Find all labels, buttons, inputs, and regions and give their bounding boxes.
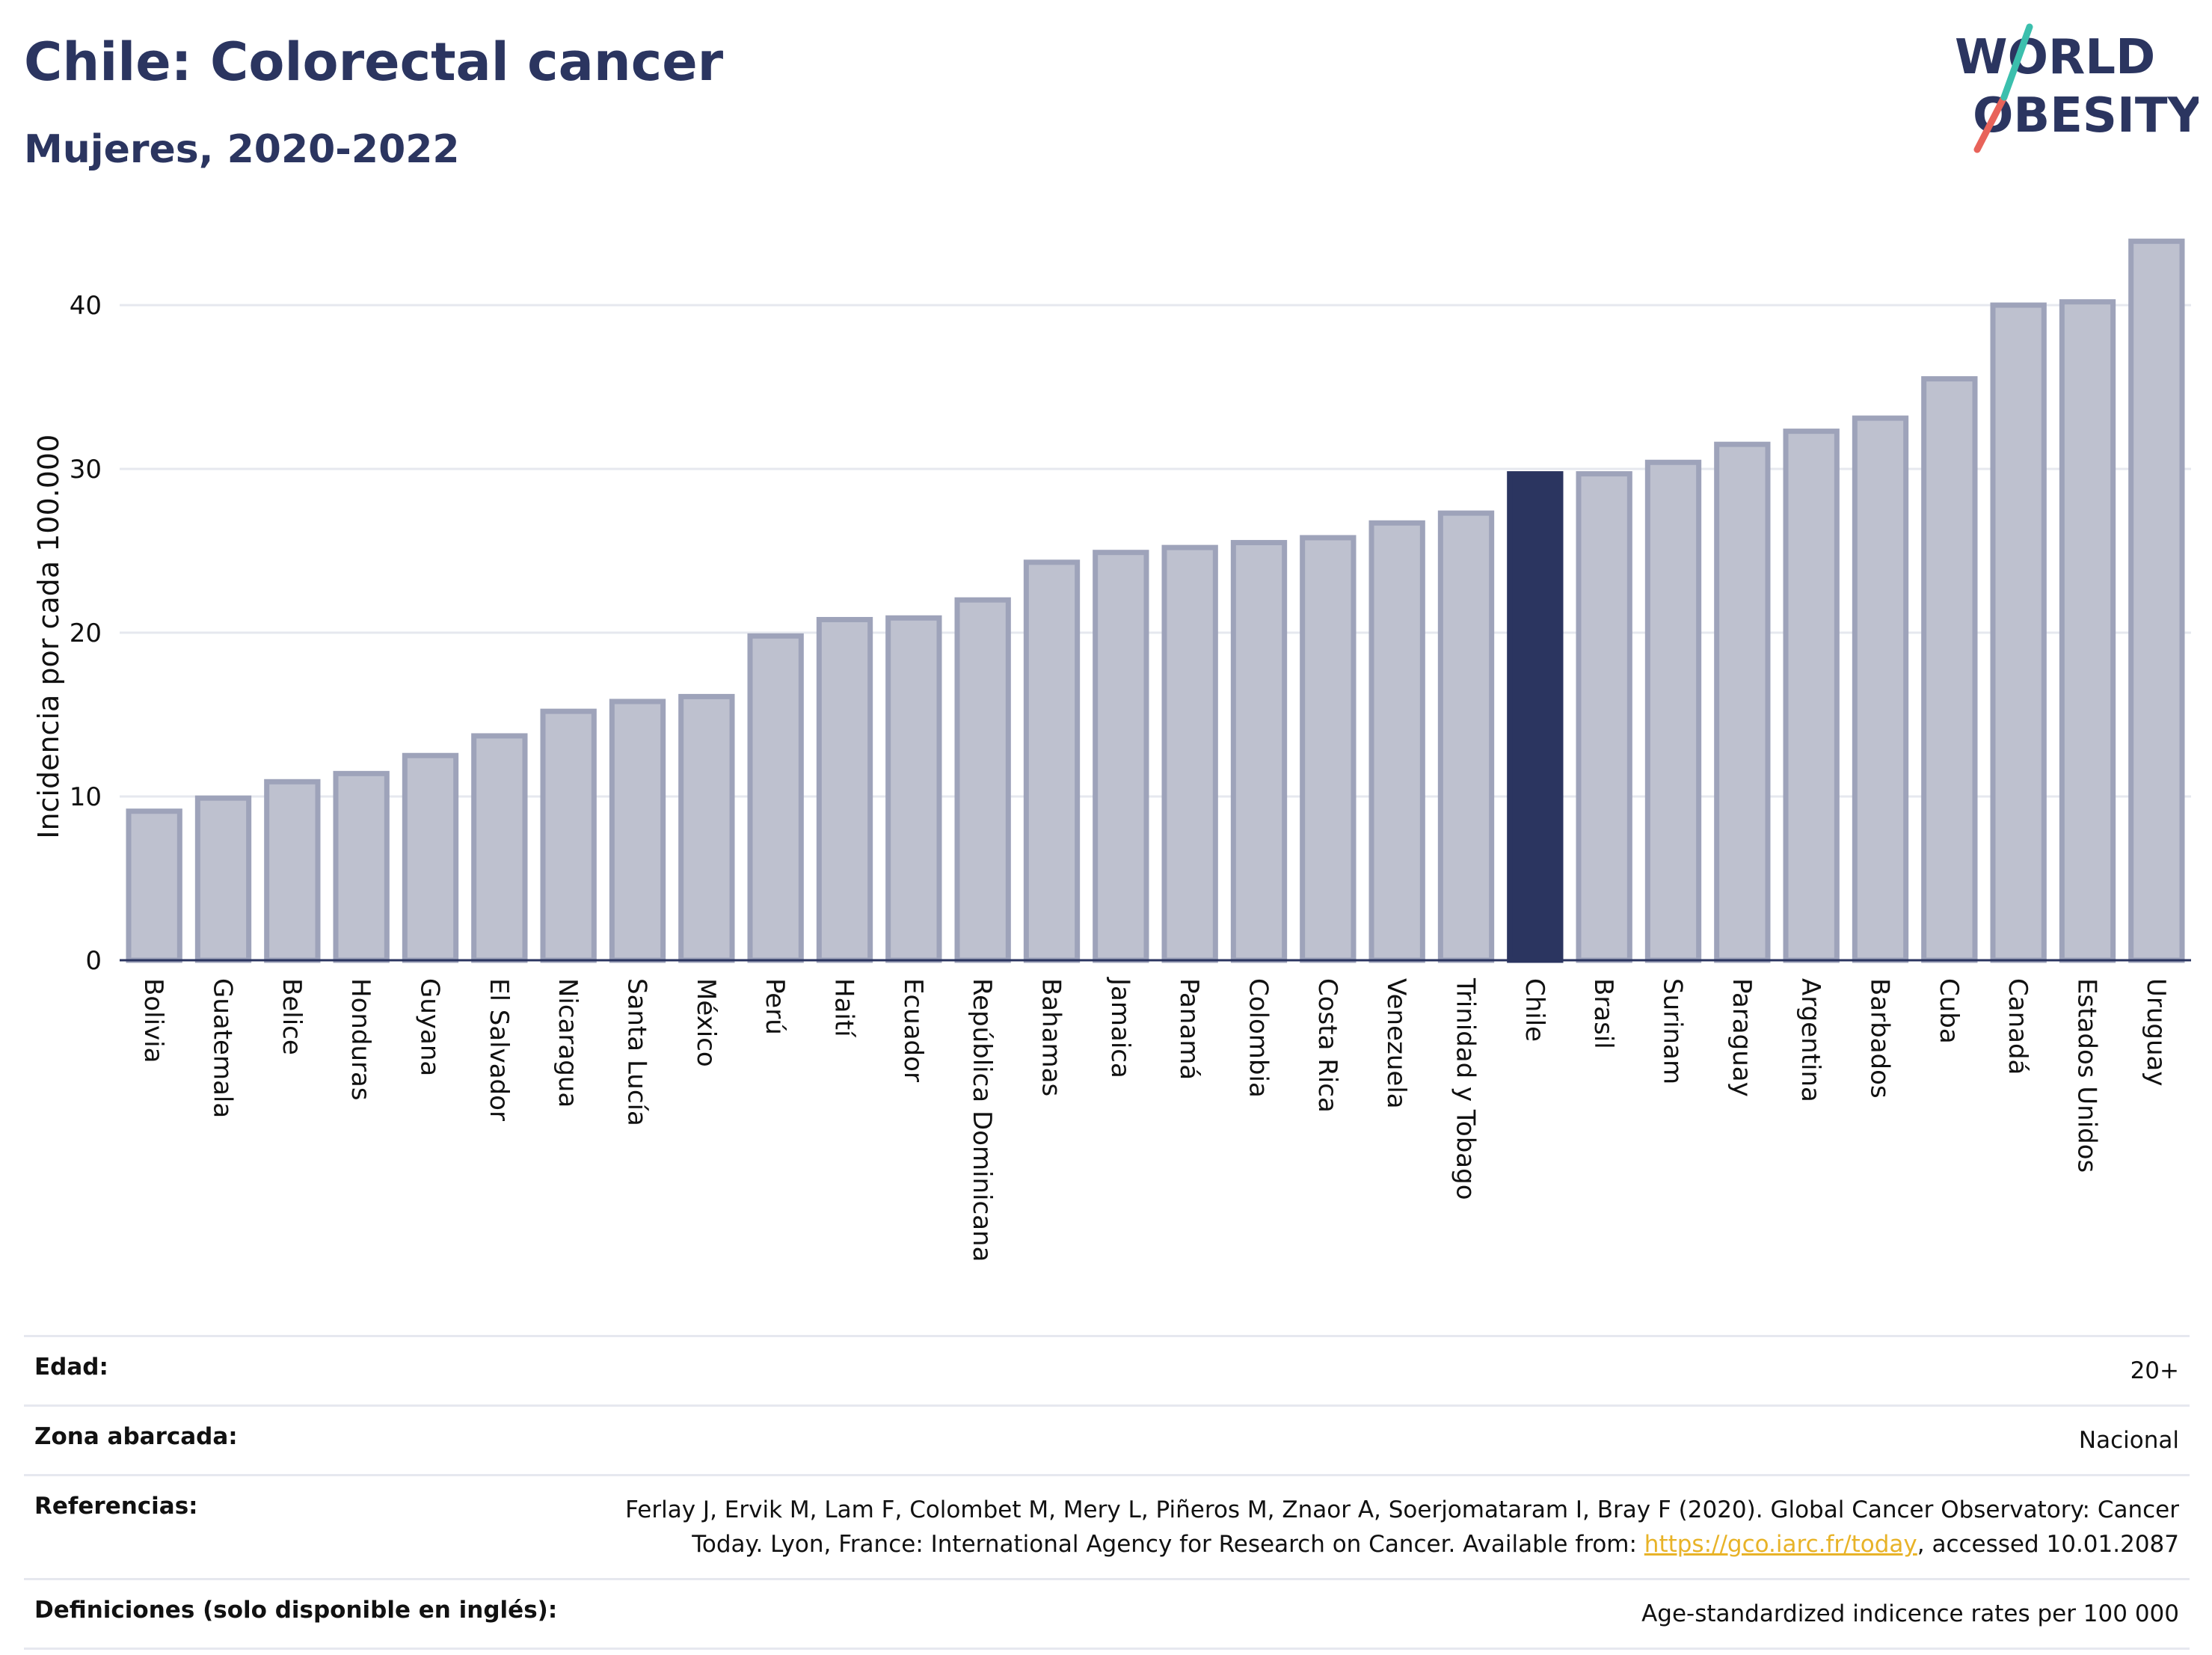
- x-category-label: Nicaragua: [553, 978, 583, 1108]
- x-category-label: Uruguay: [2141, 978, 2171, 1087]
- info-row-referencias: Referencias: Ferlay J, Ervik M, Lam F, C…: [24, 1474, 2190, 1578]
- x-category-label: Panamá: [1174, 978, 1204, 1080]
- x-category-label: Chile: [1520, 978, 1549, 1042]
- bar: [1783, 429, 1840, 963]
- bar: [1300, 535, 1357, 963]
- y-tick-label: 40: [70, 291, 102, 321]
- x-category-label: Guyana: [415, 978, 445, 1076]
- logo-line-2: OBESITY: [1973, 88, 2199, 144]
- x-category-label: Brasil: [1588, 978, 1618, 1049]
- category-labels: Bolivia Guatemala Belice Honduras Guyana El S…: [138, 977, 2171, 1262]
- bar: [816, 616, 873, 963]
- bar: [678, 693, 735, 963]
- info-row-zona: Zona abarcada: Nacional: [24, 1404, 2190, 1474]
- bar: [2128, 239, 2185, 963]
- x-category-label: Paraguay: [1727, 978, 1757, 1097]
- bar: [747, 633, 804, 963]
- x-category-label: Argentina: [1795, 978, 1825, 1102]
- axes: 0 10 20 30 40: [70, 291, 2191, 976]
- info-label: Zona abarcada:: [34, 1423, 238, 1450]
- x-category-label: Ecuador: [898, 978, 928, 1082]
- bar-highlight: [1507, 471, 1564, 963]
- bar: [1852, 415, 1909, 963]
- y-axis-label: Incidencia por cada 100.000: [32, 435, 65, 839]
- logo-slash-teal: [2000, 23, 2033, 101]
- logo-line-1: WORLD: [1955, 30, 2155, 85]
- x-category-label: Bolivia: [138, 978, 168, 1063]
- x-category-label: Canadá: [2003, 978, 2033, 1075]
- reference-link[interactable]: https://gco.iarc.fr/today: [1644, 1531, 1917, 1558]
- logo-slash-red: [1973, 93, 2008, 153]
- x-category-label: Trinidad y Tobago: [1451, 977, 1481, 1200]
- y-tick-label: 10: [70, 782, 102, 812]
- info-label: Definiciones (solo disponible en inglés)…: [34, 1597, 558, 1624]
- x-category-label: El Salvador: [484, 978, 514, 1121]
- x-category-label: Santa Lucía: [622, 978, 652, 1126]
- x-category-label: Surinam: [1658, 978, 1688, 1084]
- page-subtitle: Mujeres, 2020-2022: [24, 127, 460, 172]
- bar: [264, 779, 321, 963]
- x-category-label: Venezuela: [1381, 978, 1411, 1109]
- bar: [609, 698, 666, 963]
- bar: [194, 795, 252, 963]
- x-category-label: Estados Unidos: [2072, 978, 2102, 1173]
- x-category-label: Barbados: [1865, 978, 1895, 1099]
- bar: [1714, 441, 1771, 963]
- bar: [333, 770, 390, 963]
- bar: [1230, 540, 1288, 963]
- y-tick-label: 0: [85, 946, 102, 976]
- x-category-label: México: [691, 978, 721, 1067]
- bar: [1644, 459, 1702, 963]
- info-row-definiciones: Definiciones (solo disponible en inglés)…: [24, 1578, 2190, 1650]
- bar: [954, 597, 1011, 963]
- grid-lines: [120, 304, 2191, 798]
- bar: [540, 708, 597, 963]
- bar: [1093, 550, 1149, 963]
- bar: [126, 808, 182, 963]
- info-value: Nacional: [2078, 1427, 2179, 1454]
- info-value: Ferlay J, Ervik M, Lam F, Colombet M, Me…: [549, 1493, 2179, 1562]
- bar: [1023, 559, 1081, 963]
- info-label: Edad:: [34, 1354, 108, 1381]
- bar: [885, 615, 942, 963]
- bar: [1576, 471, 1632, 963]
- x-category-label: Costa Rica: [1312, 978, 1342, 1113]
- bar: [1437, 510, 1495, 963]
- x-category-label: Colombia: [1244, 978, 1274, 1098]
- world-obesity-logo: WORLD OBESITY: [1955, 23, 2199, 153]
- x-category-label: Perú: [760, 978, 790, 1035]
- y-tick-label: 30: [70, 455, 102, 485]
- page-title: Chile: Colorectal cancer: [24, 31, 724, 93]
- info-table: Edad: 20+ Zona abarcada: Nacional Refere…: [24, 1335, 2190, 1650]
- x-category-label: Belice: [277, 978, 307, 1055]
- x-category-label: Jamaica: [1105, 977, 1135, 1078]
- info-row-edad: Edad: 20+: [24, 1335, 2190, 1404]
- bar: [1161, 544, 1218, 963]
- bar: [2059, 299, 2116, 963]
- reference-text: Ferlay J, Ervik M, Lam F, Colombet M, Me…: [625, 1496, 2179, 1558]
- bar: [1368, 520, 1425, 963]
- info-label: Referencias:: [34, 1493, 198, 1520]
- bar: [471, 733, 528, 963]
- info-value: Age-standardized indicence rates per 100…: [1641, 1600, 2179, 1627]
- x-category-label: Bahamas: [1036, 978, 1066, 1096]
- bar: [1921, 376, 1978, 963]
- bar: [402, 752, 459, 963]
- bar-chart: 0 10 20 30 40 Bolivia Guatemala Belice Honduras…: [32, 239, 2191, 1262]
- x-category-label: Cuba: [1934, 978, 1964, 1044]
- x-category-label: República Dominicana: [967, 978, 997, 1262]
- reference-accessed: , accessed 10.01.2087: [1917, 1531, 2179, 1558]
- x-category-label: Haití: [829, 978, 859, 1038]
- info-value: 20+: [2130, 1357, 2179, 1384]
- bar: [1990, 302, 2047, 963]
- x-category-label: Guatemala: [208, 978, 238, 1118]
- x-category-label: Honduras: [345, 978, 375, 1101]
- bars: [126, 239, 2185, 963]
- y-tick-label: 20: [70, 618, 102, 648]
